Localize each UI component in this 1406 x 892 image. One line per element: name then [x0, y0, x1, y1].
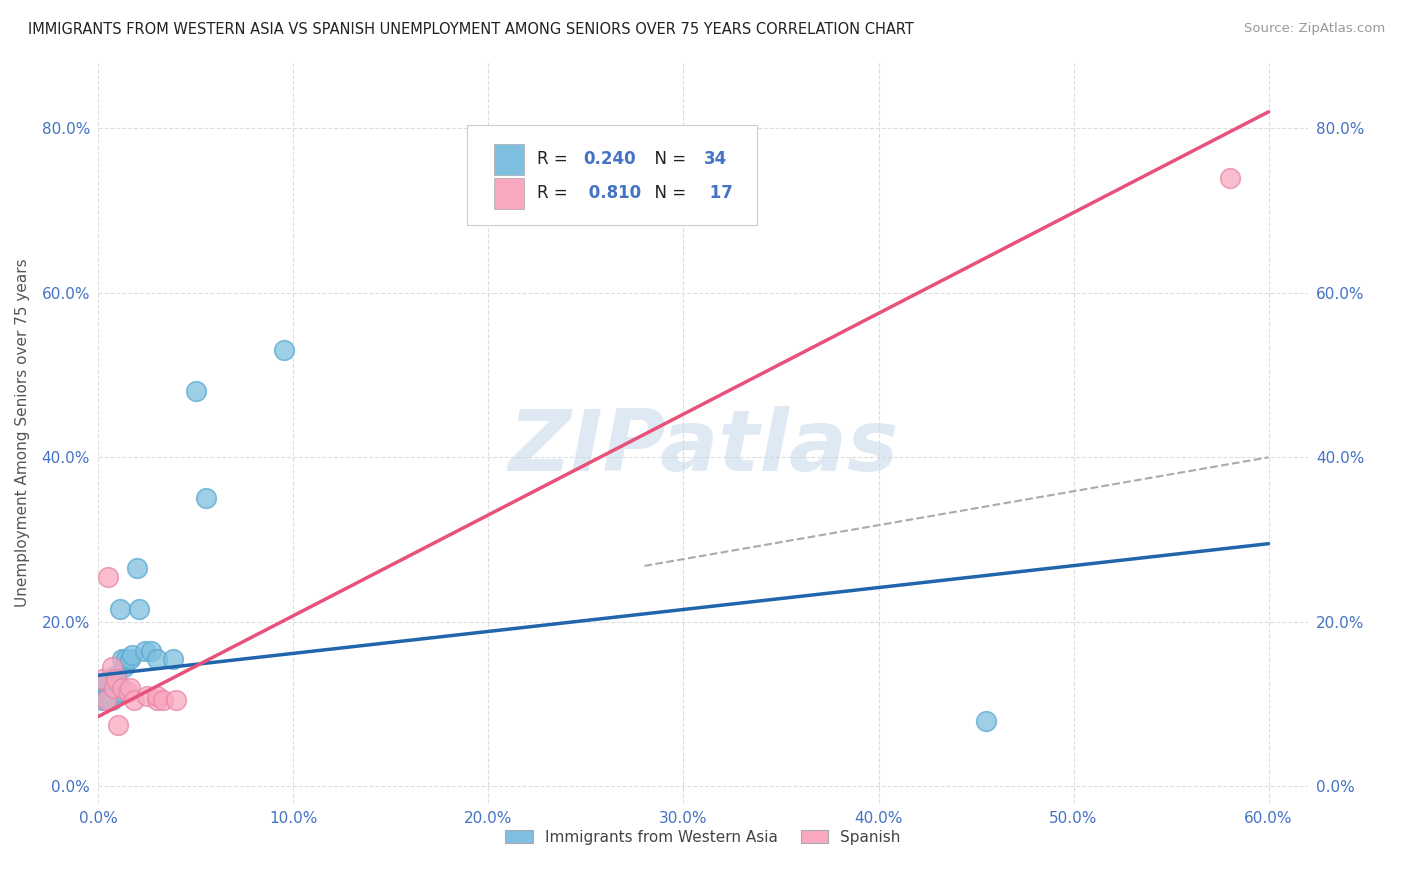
Point [93, 690, 115, 705]
Point [121, 648, 143, 662]
Text: 34: 34 [704, 151, 727, 169]
Y-axis label: Unemployment Among Seniors over 75 years: Unemployment Among Seniors over 75 years [15, 259, 31, 607]
Point [97, 569, 120, 583]
Point [96, 693, 118, 707]
Point [1219, 170, 1241, 185]
Point [117, 685, 139, 699]
Point [107, 676, 129, 690]
Point [118, 681, 141, 695]
Bar [494, 144, 524, 175]
Point [165, 693, 187, 707]
Text: 0.240: 0.240 [583, 151, 636, 169]
Point [91, 673, 114, 687]
Point [98, 689, 121, 703]
Text: 17: 17 [704, 185, 733, 202]
Point [103, 689, 125, 703]
Point [184, 384, 207, 399]
Point [101, 685, 124, 699]
Point [107, 685, 129, 699]
Text: 0.810: 0.810 [583, 185, 641, 202]
Point [96, 676, 118, 690]
Point [136, 689, 159, 703]
Point [127, 561, 149, 575]
Point [118, 652, 141, 666]
Point [103, 681, 125, 695]
Point [122, 693, 145, 707]
Point [101, 693, 124, 707]
Point [107, 717, 129, 731]
Point [146, 693, 169, 707]
Text: ZIPatlas: ZIPatlas [508, 406, 898, 489]
Point [128, 602, 150, 616]
Text: R =: R = [537, 185, 574, 202]
Text: IMMIGRANTS FROM WESTERN ASIA VS SPANISH UNEMPLOYMENT AMONG SENIORS OVER 75 YEARS: IMMIGRANTS FROM WESTERN ASIA VS SPANISH … [28, 22, 914, 37]
Point [162, 652, 184, 666]
Bar [494, 178, 524, 209]
Point [93, 685, 115, 699]
Point [194, 491, 217, 506]
Point [273, 343, 295, 358]
Point [111, 652, 134, 666]
Point [97, 690, 120, 705]
Point [146, 652, 169, 666]
Legend: Immigrants from Western Asia, Spanish: Immigrants from Western Asia, Spanish [499, 823, 907, 851]
Point [97, 682, 120, 697]
Point [114, 652, 136, 666]
Point [104, 668, 127, 682]
Point [112, 660, 135, 674]
Point [98, 673, 121, 687]
Text: N =: N = [644, 185, 692, 202]
Point [134, 643, 156, 657]
Point [152, 693, 174, 707]
Text: N =: N = [644, 151, 692, 169]
Point [96, 689, 118, 703]
Point [974, 714, 997, 728]
Point [91, 693, 114, 707]
Point [97, 674, 120, 689]
FancyBboxPatch shape [467, 126, 758, 226]
Point [104, 673, 127, 687]
Point [139, 643, 162, 657]
Text: Source: ZipAtlas.com: Source: ZipAtlas.com [1244, 22, 1385, 36]
Point [103, 681, 125, 695]
Point [111, 681, 134, 695]
Point [103, 673, 125, 687]
Point [101, 660, 124, 674]
Point [108, 602, 131, 616]
Point [146, 689, 169, 703]
Text: R =: R = [537, 151, 574, 169]
